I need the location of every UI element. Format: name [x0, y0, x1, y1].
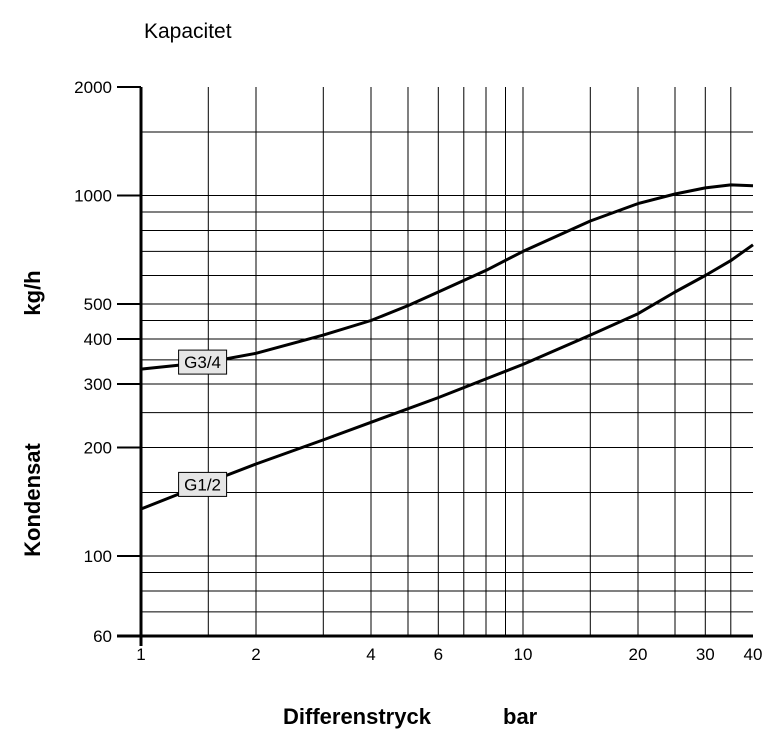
series-label-box: [178, 471, 228, 497]
x-tick-label: 10: [514, 645, 533, 664]
series-label: G1/2: [184, 475, 221, 494]
y-tick-label: 100: [84, 547, 112, 566]
y-tick-label: 2000: [74, 78, 112, 97]
y-tick-label: 200: [84, 439, 112, 458]
x-tick-label: 6: [434, 645, 443, 664]
series-lines: [140, 183, 754, 511]
x-axis-label: Differenstryck: [283, 704, 432, 729]
y-tick-label: 400: [84, 330, 112, 349]
y-tick-labels: 60 100 200 300 400 500 1000 2000: [74, 78, 112, 646]
y-tick-label: 300: [84, 375, 112, 394]
series-line-2: [140, 243, 754, 511]
y-tick-label: 500: [84, 295, 112, 314]
axes: [117, 86, 753, 646]
x-tick-label: 4: [366, 645, 375, 664]
y-axis-unit: kg/h: [20, 270, 45, 315]
y-tick-label: 1000: [74, 187, 112, 206]
series-label: G3/4: [184, 353, 221, 372]
x-tick-label: 20: [629, 645, 648, 664]
series-line-1: [140, 183, 754, 371]
x-tick-label: 30: [696, 645, 715, 664]
x-tick-label: 1: [136, 645, 145, 664]
y-axis-label: Kondensat: [20, 442, 45, 556]
x-tick-labels: 1 2 4 6 10 20 30 40: [136, 645, 762, 664]
series-label-box: [178, 349, 228, 375]
x-axis-unit: bar: [503, 704, 538, 729]
grid: [141, 87, 753, 636]
x-tick-label: 2: [251, 645, 260, 664]
chart-title: Kapacitet: [144, 20, 232, 43]
y-tick-label: 60: [93, 627, 112, 646]
series-labels: G3/4 G1/2: [178, 349, 228, 497]
x-tick-label: 40: [744, 645, 763, 664]
